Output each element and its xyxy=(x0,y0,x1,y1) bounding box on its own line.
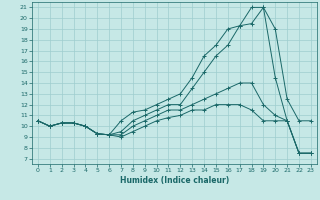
X-axis label: Humidex (Indice chaleur): Humidex (Indice chaleur) xyxy=(120,176,229,185)
